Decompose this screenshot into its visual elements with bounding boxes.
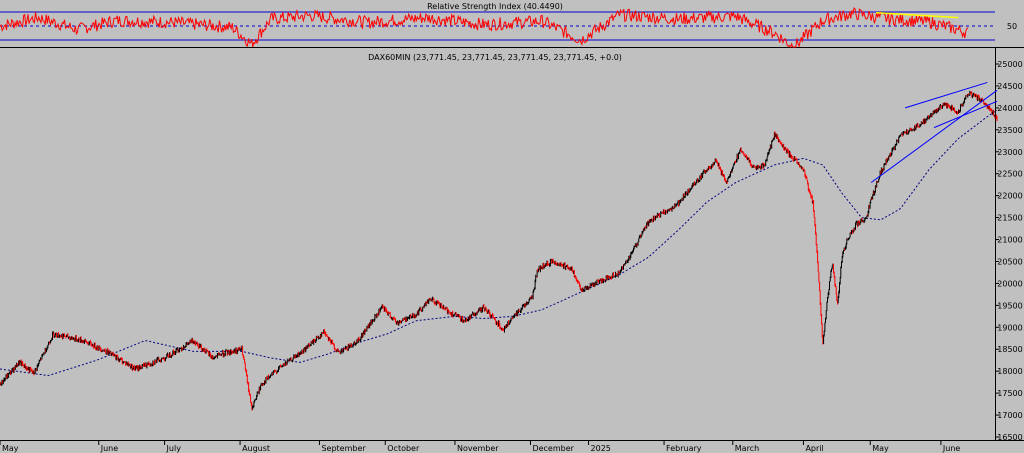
price-y-tick-label: 21500 [997, 214, 1022, 223]
price-trendline [933, 100, 998, 129]
price-x-tick-label: May [2, 444, 19, 453]
rsi-panel: Relative Strength Index (40.4490) 50 [0, 2, 1024, 49]
price-y-ticks: 16500 17000 17500 18000 18500 19000 19500 20000… [995, 60, 1023, 442]
rsi-line [0, 6, 969, 49]
price-trendline [904, 81, 988, 109]
rsi-trendline [875, 11, 959, 19]
price-x-tick-label: September [321, 444, 366, 453]
price-x-ticks: May June July August September October Novembe… [0, 440, 960, 453]
price-x-tick-label: 2025 [591, 444, 611, 453]
price-trendline [870, 89, 998, 183]
price-x-tick-label: April [805, 444, 823, 453]
price-y-tick-label: 24500 [997, 82, 1022, 91]
rsi-title: Relative Strength Index (40.4490) [427, 2, 563, 11]
price-y-tick-label: 16500 [997, 433, 1022, 442]
price-x-tick-label: March [735, 444, 759, 453]
price-y-tick-label: 21000 [997, 236, 1022, 245]
price-y-tick-label: 25000 [997, 60, 1022, 69]
price-trendlines [870, 81, 998, 183]
price-title: DAX60MIN (23,771.45, 23,771.45, 23,771.4… [368, 53, 622, 62]
price-y-tick-label: 19000 [997, 323, 1022, 332]
price-x-tick-label: October [387, 444, 420, 453]
price-y-tick-label: 23500 [997, 126, 1022, 135]
price-y-tick-label: 17000 [997, 411, 1022, 420]
price-y-tick-label: 17500 [997, 389, 1022, 398]
price-x-tick-label: February [666, 444, 702, 453]
price-x-tick-label: May [872, 444, 889, 453]
rsi-ticks: 50 [1007, 22, 1017, 31]
price-y-tick-label: 24000 [997, 104, 1022, 113]
price-y-tick-label: 19500 [997, 301, 1022, 310]
price-bars [0, 90, 998, 411]
moving-average-line [0, 109, 998, 377]
price-y-tick-label: 18500 [997, 345, 1022, 354]
price-y-tick-label: 22000 [997, 192, 1022, 201]
price-y-tick-label: 20000 [997, 279, 1022, 288]
price-y-tick-label: 23000 [997, 148, 1022, 157]
rsi-tick-label: 50 [1007, 22, 1017, 31]
price-x-tick-label: June [942, 444, 961, 453]
price-x-tick-label: November [457, 444, 499, 453]
price-x-tick-label: December [532, 444, 574, 453]
price-y-tick-label: 22500 [997, 170, 1022, 179]
price-x-tick-label: August [242, 444, 270, 453]
price-y-tick-label: 18000 [997, 367, 1022, 376]
price-panel: DAX60MIN (23,771.45, 23,771.45, 23,771.4… [0, 48, 1024, 453]
price-x-tick-label: June [100, 444, 119, 453]
rsi-levels [0, 11, 995, 41]
price-y-tick-label: 20500 [997, 257, 1022, 266]
price-x-tick-label: July [166, 444, 182, 453]
